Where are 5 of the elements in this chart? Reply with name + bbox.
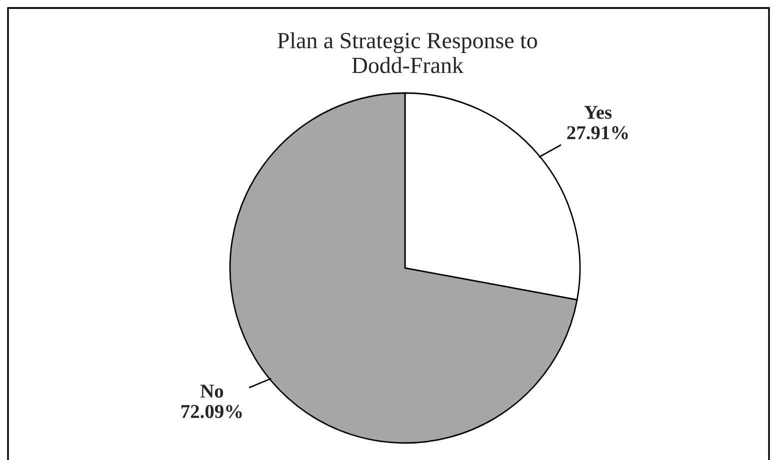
chart-title: Plan a Strategic Response to Dodd-Frank bbox=[278, 32, 538, 74]
slice-label: Yes bbox=[584, 106, 612, 119]
data-label: 27.91% bbox=[567, 126, 628, 140]
slice-label: No bbox=[200, 384, 224, 398]
data-label: 72.09% bbox=[181, 404, 242, 418]
